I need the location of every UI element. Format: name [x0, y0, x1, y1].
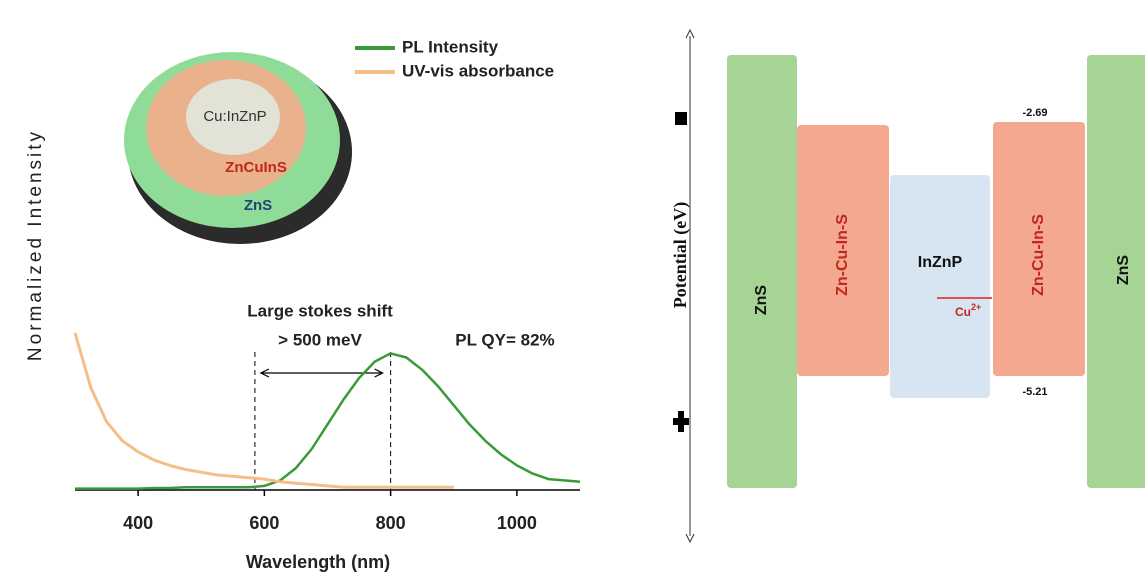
band-block: [890, 175, 990, 398]
block-label: ZnS: [1115, 255, 1132, 286]
annotation: PL QY= 82%: [455, 330, 554, 349]
annotation: > 500 meV: [278, 330, 362, 349]
annotation: Large stokes shift: [247, 301, 393, 320]
x-axis-label: Wavelength (nm): [246, 552, 390, 572]
band-block: [727, 55, 797, 488]
minus-sign: [675, 112, 687, 125]
level-label: -5.21: [1022, 386, 1047, 398]
x-tick-label: 800: [376, 513, 406, 533]
legend-label: UV-vis absorbance: [402, 61, 554, 80]
inset-label: ZnCuInS: [225, 159, 287, 176]
x-tick-label: 1000: [497, 513, 537, 533]
plus-sign: [678, 411, 684, 432]
inset-label: Cu:InZnP: [203, 108, 266, 125]
block-label: Zn-Cu-In-S: [834, 214, 851, 296]
y-axis-label: Normalized Intensity: [25, 129, 46, 361]
block-label: ZnS: [753, 285, 770, 316]
series-line: [75, 353, 580, 488]
block-label: Zn-Cu-In-S: [1030, 214, 1047, 296]
x-tick-label: 600: [249, 513, 279, 533]
legend-label: PL Intensity: [402, 37, 499, 56]
inset-label: ZnS: [244, 197, 272, 214]
level-label: -2.69: [1022, 107, 1047, 119]
core-shell-inset: Cu:InZnP ZnCuInS ZnS: [124, 52, 352, 244]
band-diagram: Potential (eV) ZnS Zn-Cu-In-S InZnP Zn-C…: [670, 30, 1145, 542]
x-tick-label: 400: [123, 513, 153, 533]
block-label: InZnP: [918, 254, 963, 271]
diagram-y-label: Potential (eV): [670, 202, 691, 308]
figure: Cu:InZnP ZnCuInS ZnS Normalized Intensit…: [0, 0, 1145, 575]
